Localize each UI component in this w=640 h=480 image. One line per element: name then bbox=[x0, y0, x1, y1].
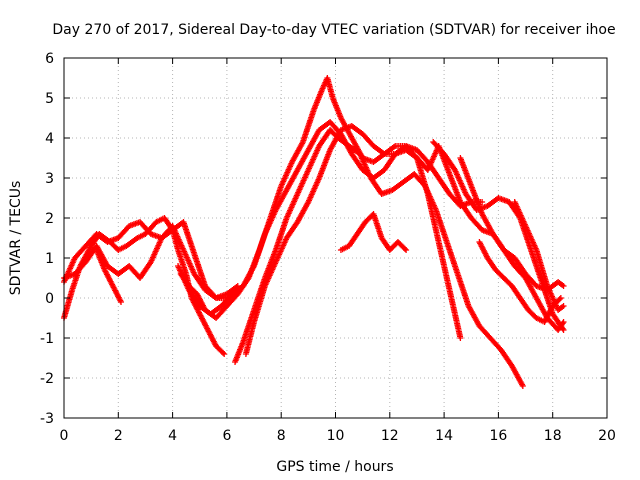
series-track-6 bbox=[175, 119, 486, 317]
x-tick-label: 0 bbox=[60, 428, 69, 444]
series-track-5 bbox=[177, 75, 464, 341]
x-tick-label: 4 bbox=[168, 428, 177, 444]
data-point bbox=[560, 327, 567, 333]
data-point bbox=[519, 383, 526, 389]
x-tick-label: 6 bbox=[222, 428, 231, 444]
y-tick-label: -2 bbox=[40, 371, 54, 387]
y-tick-label: 1 bbox=[45, 251, 54, 267]
series-track-11 bbox=[457, 155, 567, 293]
y-tick-label: 6 bbox=[45, 51, 54, 67]
y-tick-label: -3 bbox=[40, 411, 54, 427]
x-tick-label: 14 bbox=[435, 428, 453, 444]
data-point bbox=[560, 283, 567, 289]
data-point-fill bbox=[220, 349, 227, 356]
x-tick-label: 8 bbox=[277, 428, 286, 444]
series-track-3 bbox=[61, 223, 241, 301]
data-point bbox=[560, 319, 567, 325]
x-tick-label: 10 bbox=[327, 428, 345, 444]
x-tick-label: 12 bbox=[381, 428, 399, 444]
x-tick-label: 20 bbox=[598, 428, 616, 444]
y-tick-label: 0 bbox=[45, 291, 54, 307]
data-point bbox=[457, 335, 464, 341]
y-tick-label: 4 bbox=[45, 131, 54, 147]
y-tick-label: 5 bbox=[45, 91, 54, 107]
data-point-fill bbox=[556, 296, 563, 303]
data-point-fill bbox=[401, 245, 408, 252]
data-point bbox=[560, 303, 567, 309]
x-axis-label: GPS time / hours bbox=[276, 459, 393, 475]
chart-title: Day 270 of 2017, Sidereal Day-to-day VTE… bbox=[52, 22, 615, 38]
series-track-4 bbox=[93, 247, 125, 305]
series-track-13 bbox=[511, 199, 567, 313]
data-point bbox=[118, 299, 125, 305]
x-tick-label: 16 bbox=[489, 428, 507, 444]
series-track-9 bbox=[337, 211, 410, 253]
x-tick-label: 18 bbox=[544, 428, 562, 444]
y-axis-label: SDTVAR / TECUs bbox=[8, 181, 24, 296]
series-track-12 bbox=[476, 239, 564, 325]
y-tick-label: 2 bbox=[45, 211, 54, 227]
data-point bbox=[221, 351, 228, 357]
series-track-7 bbox=[232, 127, 526, 389]
data-point-fill bbox=[559, 325, 566, 332]
y-tick-label: -1 bbox=[40, 331, 54, 347]
data-point bbox=[403, 247, 410, 253]
data-points bbox=[61, 75, 567, 389]
y-tick-label: 3 bbox=[45, 171, 54, 187]
x-tick-label: 2 bbox=[114, 428, 123, 444]
data-point bbox=[557, 295, 564, 301]
